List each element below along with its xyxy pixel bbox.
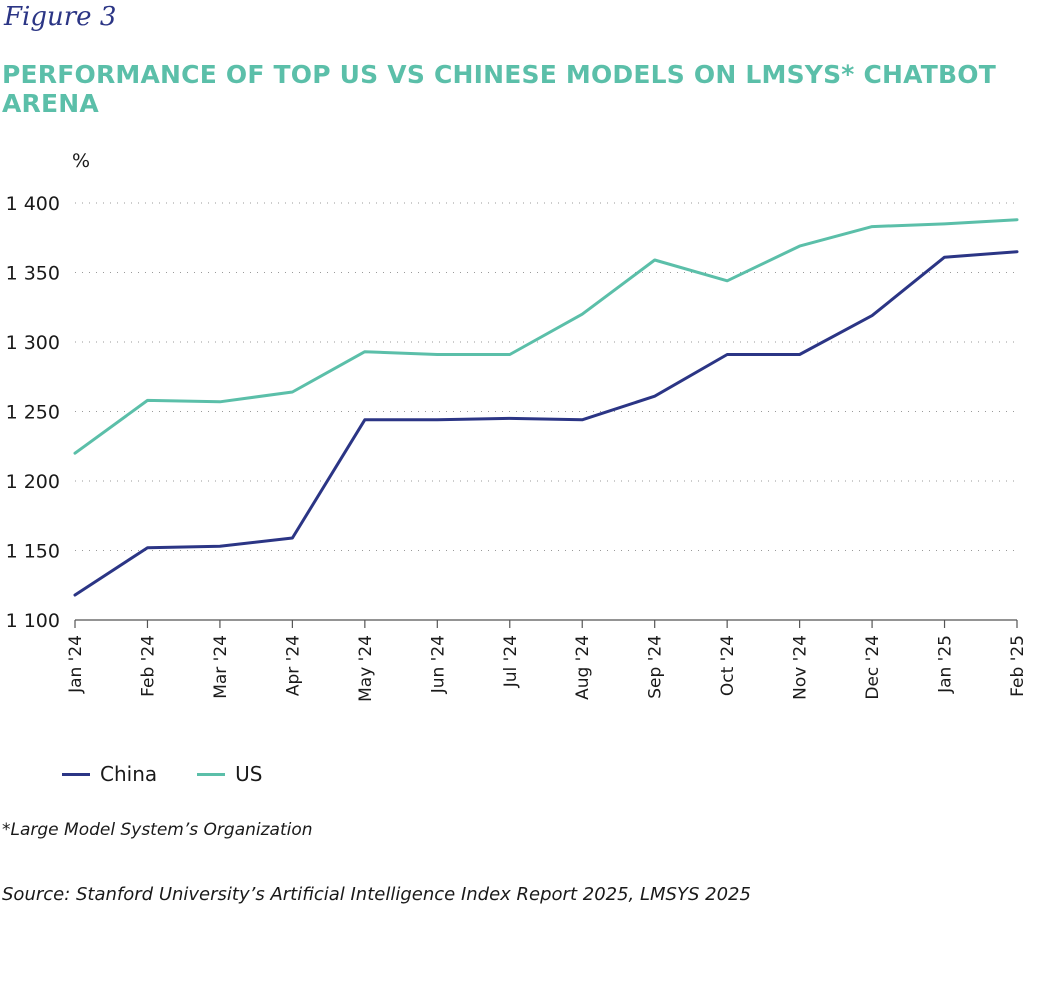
legend-item-china: China (62, 762, 157, 786)
x-tick-label: Jul '24 (501, 635, 521, 688)
x-tick-label: Feb '24 (138, 635, 158, 697)
series-line-us (73, 218, 1019, 455)
y-tick-label: 1 250 (6, 402, 60, 424)
x-tick-label: Apr '24 (283, 635, 303, 696)
x-tick-label: Dec '24 (863, 635, 883, 700)
legend-label-us: US (235, 762, 263, 786)
legend-label-china: China (100, 762, 158, 786)
y-axis-label: % (72, 150, 90, 172)
legend: China US (62, 762, 302, 786)
x-tick-label: Jan '24 (66, 635, 86, 694)
y-tick-label: 1 150 (6, 541, 60, 563)
x-tick-label: Jan '25 (936, 635, 956, 694)
y-tick-label: 1 350 (6, 263, 60, 285)
chart-title: PERFORMANCE OF TOP US VS CHINESE MODELS … (2, 60, 996, 118)
legend-item-us: US (197, 762, 262, 786)
x-tick-label: Feb '25 (1008, 635, 1028, 697)
source-note: Source: Stanford University’s Artificial… (2, 884, 751, 905)
legend-swatch-us (197, 772, 226, 776)
x-tick-label: Oct '24 (718, 635, 738, 696)
figure-label: Figure 3 (4, 2, 117, 32)
footnote: *Large Model System’s Organization (2, 820, 313, 840)
x-tick-label: Sep '24 (646, 635, 666, 699)
series-lines (73, 218, 1019, 597)
x-axis: Jan '24 Feb '24 Mar '24 Apr '24 May '24 Jun '… (66, 619, 1028, 702)
x-tick-label: Nov '24 (791, 635, 811, 700)
x-tick-label: May '24 (356, 635, 376, 702)
x-tick-label: Mar '24 (211, 635, 231, 699)
legend-swatch-china (62, 772, 90, 776)
line-chart: % 1 100 1 150 1 200 1 250 1 300 1 350 1 400 Ja… (6, 150, 1028, 702)
grid-lines (75, 202, 1017, 551)
y-tick-label: 1 100 (6, 610, 60, 632)
y-tick-label: 1 300 (6, 332, 60, 354)
y-tick-label: 1 200 (6, 471, 60, 493)
y-tick-labels: 1 100 1 150 1 200 1 250 1 300 1 350 1 400 (6, 193, 60, 632)
x-tick-label: Jun '24 (428, 635, 448, 694)
series-line-china (73, 250, 1019, 597)
y-tick-label: 1 400 (6, 193, 60, 215)
x-tick-label: Aug '24 (573, 635, 593, 700)
